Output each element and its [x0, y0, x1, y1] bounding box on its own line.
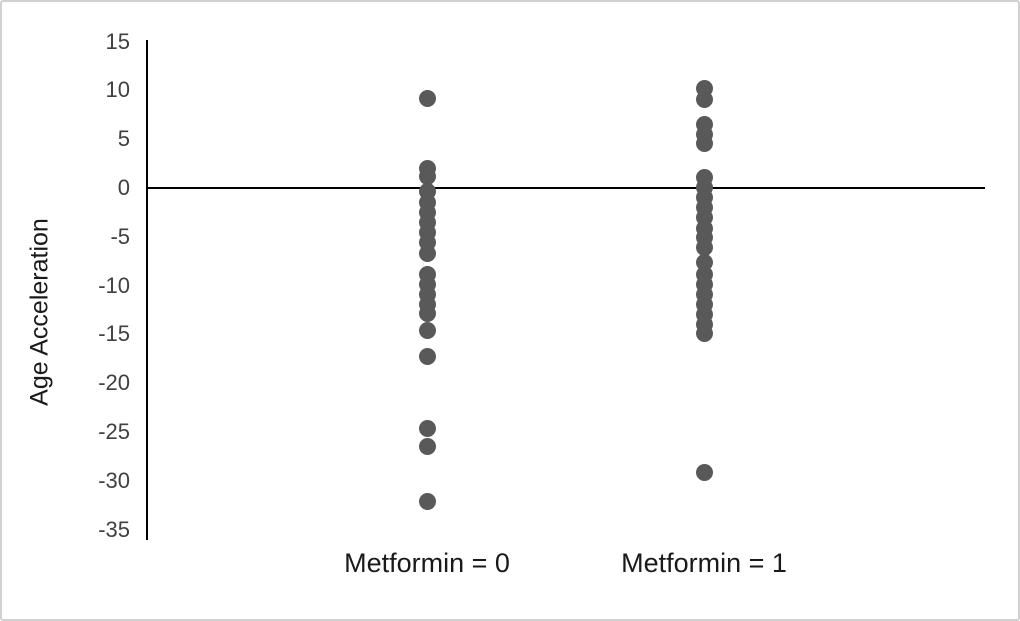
data-point — [418, 492, 436, 510]
y-tick-label: -15 — [98, 321, 130, 347]
data-point — [695, 134, 713, 152]
data-point — [418, 167, 436, 185]
y-tick-label: 5 — [117, 126, 130, 152]
data-point — [695, 90, 713, 108]
data-point — [418, 321, 436, 339]
y-tick-label: 10 — [105, 77, 130, 103]
y-tick-label: -5 — [110, 223, 130, 249]
y-tick-label: 0 — [117, 175, 130, 200]
data-point — [695, 463, 713, 481]
data-point — [418, 244, 436, 262]
data-point — [418, 305, 436, 323]
data-point — [418, 348, 436, 366]
x-category-label: Metformin = 0 — [344, 548, 510, 578]
x-category-label: Metformin = 1 — [621, 548, 787, 578]
y-tick-label: -10 — [98, 272, 130, 298]
data-point — [418, 438, 436, 456]
y-tick-label: 15 — [105, 28, 130, 54]
y-tick-label: -35 — [98, 516, 130, 542]
y-tick-label: -20 — [98, 370, 130, 396]
data-point — [418, 419, 436, 437]
y-axis-line — [146, 40, 148, 540]
data-point — [695, 239, 713, 257]
data-point — [695, 324, 713, 342]
zero-baseline — [147, 187, 985, 189]
y-tick-label: -30 — [98, 467, 130, 493]
y-tick-label: -25 — [98, 419, 130, 444]
data-point — [418, 89, 436, 107]
